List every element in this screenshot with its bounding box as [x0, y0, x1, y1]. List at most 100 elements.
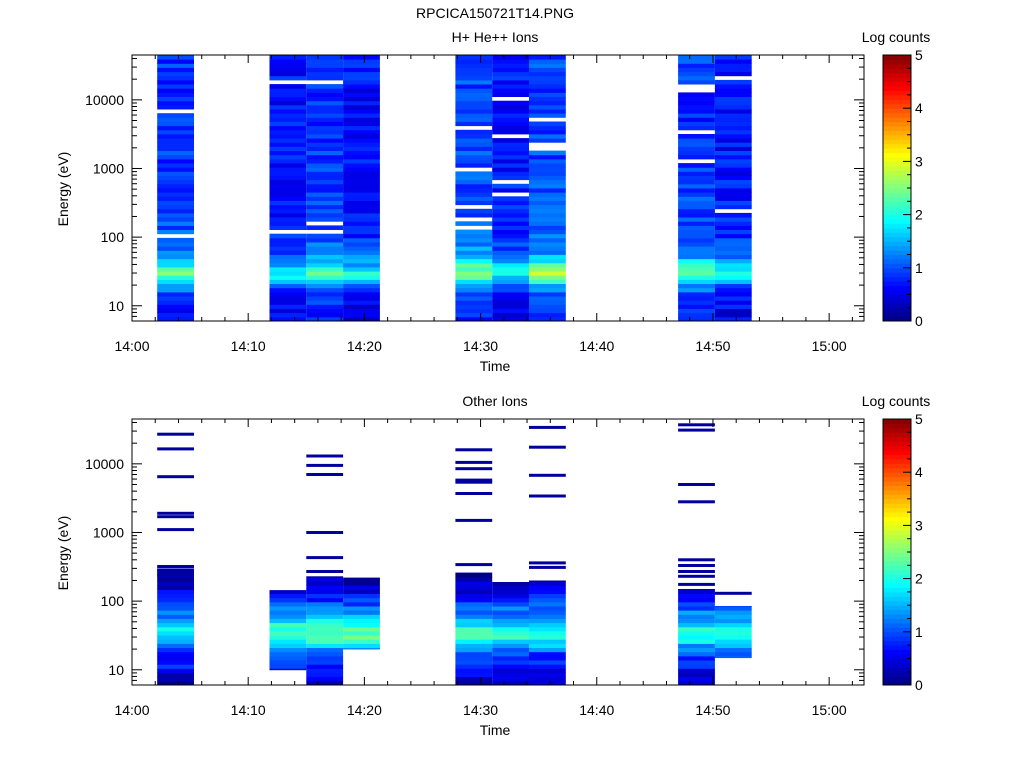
heatmap-cell	[306, 100, 344, 106]
heatmap-cell	[678, 171, 715, 176]
heatmap-cell	[157, 631, 194, 636]
colorbar-cell	[883, 192, 911, 198]
heatmap-cell	[455, 639, 493, 644]
heatmap-cell	[157, 676, 194, 682]
heatmap-cell	[678, 71, 715, 77]
heatmap-cell	[529, 258, 566, 264]
heatmap-cell	[678, 79, 715, 85]
heatmap-cell	[343, 287, 380, 293]
heatmap-line	[455, 460, 493, 464]
heatmap-cell	[455, 117, 493, 122]
colorbar-tick-label: 1	[915, 624, 923, 640]
heatmap-cell	[269, 655, 307, 661]
heatmap-cell	[678, 660, 715, 665]
colorbar-tick-label: 4	[915, 100, 923, 116]
heatmap-cell	[492, 113, 529, 118]
heatmap-cell	[714, 84, 752, 89]
heatmap-cell	[306, 104, 344, 110]
heatmap-cell	[306, 204, 344, 210]
heatmap-cell	[529, 100, 566, 106]
heatmap-cell	[269, 316, 307, 322]
panel-1-title: H+ He++ Ions	[452, 29, 539, 45]
heatmap-cell	[306, 655, 344, 661]
heatmap-cell	[306, 250, 344, 255]
heatmap-cell	[157, 660, 194, 665]
heatmap-cell	[455, 262, 493, 268]
heatmap-cell	[343, 291, 380, 297]
heatmap-cell	[455, 581, 493, 586]
colorbar-cell	[883, 476, 911, 482]
heatmap-cell	[714, 79, 752, 85]
colorbar-cell	[883, 489, 911, 495]
heatmap-cell	[492, 676, 529, 682]
heatmap-cell	[714, 59, 752, 64]
heatmap-cell	[678, 267, 715, 272]
heatmap-cell	[269, 84, 307, 89]
heatmap-cell	[157, 250, 194, 255]
heatmap-cell	[269, 631, 307, 636]
heatmap-cell	[678, 279, 715, 284]
heatmap-cell	[492, 304, 529, 309]
heatmap-cell	[343, 129, 380, 135]
colorbar-cell	[883, 94, 911, 100]
colorbar-cell	[883, 90, 911, 96]
colorbar-cell	[883, 148, 911, 154]
heatmap-cell	[492, 631, 529, 636]
colorbar-cell	[883, 525, 911, 531]
heatmap-cell	[492, 71, 529, 77]
heatmap-cell	[492, 63, 529, 68]
heatmap-cell	[492, 308, 529, 314]
heatmap-cell	[269, 300, 307, 305]
heatmap-cell	[306, 67, 344, 73]
heatmap-cell	[343, 196, 380, 201]
heatmap-line	[678, 582, 715, 586]
heatmap-cell	[269, 267, 307, 272]
panel-1-colorbar-label: Log counts	[862, 29, 931, 45]
heatmap-cell	[529, 134, 566, 139]
heatmap-cell	[678, 142, 715, 147]
heatmap-cell	[492, 117, 529, 122]
heatmap-cell	[343, 217, 380, 222]
heatmap-line	[455, 492, 493, 495]
heatmap-cell	[492, 664, 529, 669]
heatmap-cell	[343, 601, 380, 607]
colorbar-cell	[883, 63, 911, 69]
heatmap-cell	[269, 246, 307, 251]
heatmap-cell	[306, 308, 344, 314]
heatmap-cell	[343, 267, 380, 272]
heatmap-cell	[455, 614, 493, 619]
heatmap-cell	[343, 67, 380, 73]
heatmap-cell	[269, 668, 307, 671]
heatmap-cell	[492, 597, 529, 603]
heatmap-cell	[492, 92, 529, 97]
heatmap-line	[678, 428, 715, 432]
heatmap-line	[157, 573, 194, 577]
heatmap-cell	[455, 71, 493, 77]
heatmap-cell	[157, 59, 194, 64]
heatmap-cell	[343, 262, 380, 268]
heatmap-cell	[343, 258, 380, 264]
heatmap-cell	[492, 79, 529, 85]
heatmap-cell	[157, 200, 194, 206]
heatmap-cell	[529, 196, 566, 201]
heatmap-cell	[678, 655, 715, 661]
heatmap-line	[306, 454, 344, 458]
heatmap-cell	[492, 287, 529, 293]
colorbar-cell	[883, 232, 911, 238]
heatmap-cell	[269, 618, 307, 624]
colorbar-cell	[883, 263, 911, 269]
heatmap-cell	[157, 146, 194, 151]
heatmap-cell	[455, 626, 493, 632]
heatmap-line	[529, 561, 566, 565]
heatmap-cell	[306, 614, 344, 619]
heatmap-cell	[492, 221, 529, 226]
heatmap-cell	[529, 668, 566, 673]
heatmap-cell	[492, 237, 529, 243]
heatmap-cell	[455, 597, 493, 603]
heatmap-cell	[492, 212, 529, 218]
colorbar-cell	[883, 245, 911, 251]
heatmap-cell	[306, 664, 344, 669]
heatmap-cell	[455, 179, 493, 185]
x-tick-label: 14:20	[347, 338, 382, 354]
heatmap-cell	[492, 154, 529, 160]
